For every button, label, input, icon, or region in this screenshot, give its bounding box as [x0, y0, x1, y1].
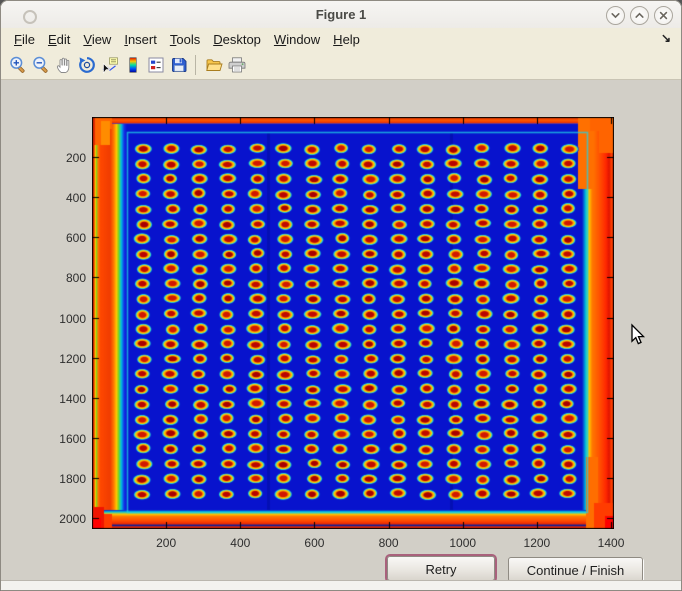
- menu-tools[interactable]: Tools: [170, 32, 200, 47]
- menu-edit[interactable]: Edit: [48, 32, 70, 47]
- insert-colorbar-icon[interactable]: [121, 53, 144, 77]
- figure-canvas-area: 200 400 600 800 1000 1200 1400 200 400 600 800 1000…: [1, 80, 681, 582]
- y-tick-label: 400: [30, 191, 86, 205]
- y-tick-label: 1000: [30, 312, 86, 326]
- open-file-icon[interactable]: [202, 53, 225, 77]
- y-tick-label: 1400: [30, 392, 86, 406]
- pan-icon[interactable]: [52, 53, 75, 77]
- menu-insert[interactable]: Insert: [124, 32, 157, 47]
- menu-help[interactable]: Help: [333, 32, 360, 47]
- continue-finish-button[interactable]: Continue / Finish: [508, 557, 643, 582]
- insert-legend-icon[interactable]: [144, 53, 167, 77]
- window-controls: [606, 6, 673, 25]
- x-tick-label: 200: [136, 536, 196, 550]
- menu-file[interactable]: File: [14, 32, 35, 47]
- x-tick-label: 400: [210, 536, 270, 550]
- retry-button[interactable]: Retry: [387, 556, 495, 581]
- x-tick-label: 600: [284, 536, 344, 550]
- x-tick-label: 1000: [433, 536, 493, 550]
- y-tick-label: 2000: [30, 512, 86, 526]
- y-tick-label: 1800: [30, 472, 86, 486]
- menu-overflow-arrow[interactable]: ↘: [661, 31, 671, 45]
- menu-view[interactable]: View: [83, 32, 111, 47]
- menu-desktop[interactable]: Desktop: [213, 32, 261, 47]
- maximize-button[interactable]: [630, 6, 649, 25]
- title-bar[interactable]: Figure 1: [1, 1, 681, 29]
- window-title: Figure 1: [1, 7, 681, 22]
- plate-thermal-image[interactable]: [92, 117, 614, 529]
- zoom-in-icon[interactable]: [6, 53, 29, 77]
- rotate-3d-icon[interactable]: [75, 53, 98, 77]
- toolbar-separator: [195, 55, 196, 75]
- print-figure-icon[interactable]: [225, 53, 248, 77]
- menu-window[interactable]: Window: [274, 32, 320, 47]
- minimize-button[interactable]: [606, 6, 625, 25]
- save-figure-icon[interactable]: [167, 53, 190, 77]
- chevron-up-icon: [633, 9, 646, 22]
- chevron-down-icon: [609, 9, 622, 22]
- y-tick-label: 800: [30, 271, 86, 285]
- close-button[interactable]: [654, 6, 673, 25]
- mouse-cursor-icon: [631, 323, 647, 346]
- y-tick-label: 200: [30, 151, 86, 165]
- data-cursor-icon[interactable]: [98, 53, 121, 77]
- figure-window: Figure 1 File Edit View Insert Tools Desktop W…: [0, 0, 682, 591]
- y-tick-label: 1600: [30, 432, 86, 446]
- y-tick-label: 600: [30, 231, 86, 245]
- x-tick-label: 800: [359, 536, 419, 550]
- y-tick-label: 1200: [30, 352, 86, 366]
- menu-bar: File Edit View Insert Tools Desktop Window Help…: [1, 28, 681, 51]
- x-tick-label: 1200: [507, 536, 567, 550]
- close-icon: [657, 9, 670, 22]
- toolbar: [1, 50, 681, 80]
- zoom-out-icon[interactable]: [29, 53, 52, 77]
- x-tick-label: 1400: [581, 536, 641, 550]
- window-bottom-strip: [1, 580, 681, 590]
